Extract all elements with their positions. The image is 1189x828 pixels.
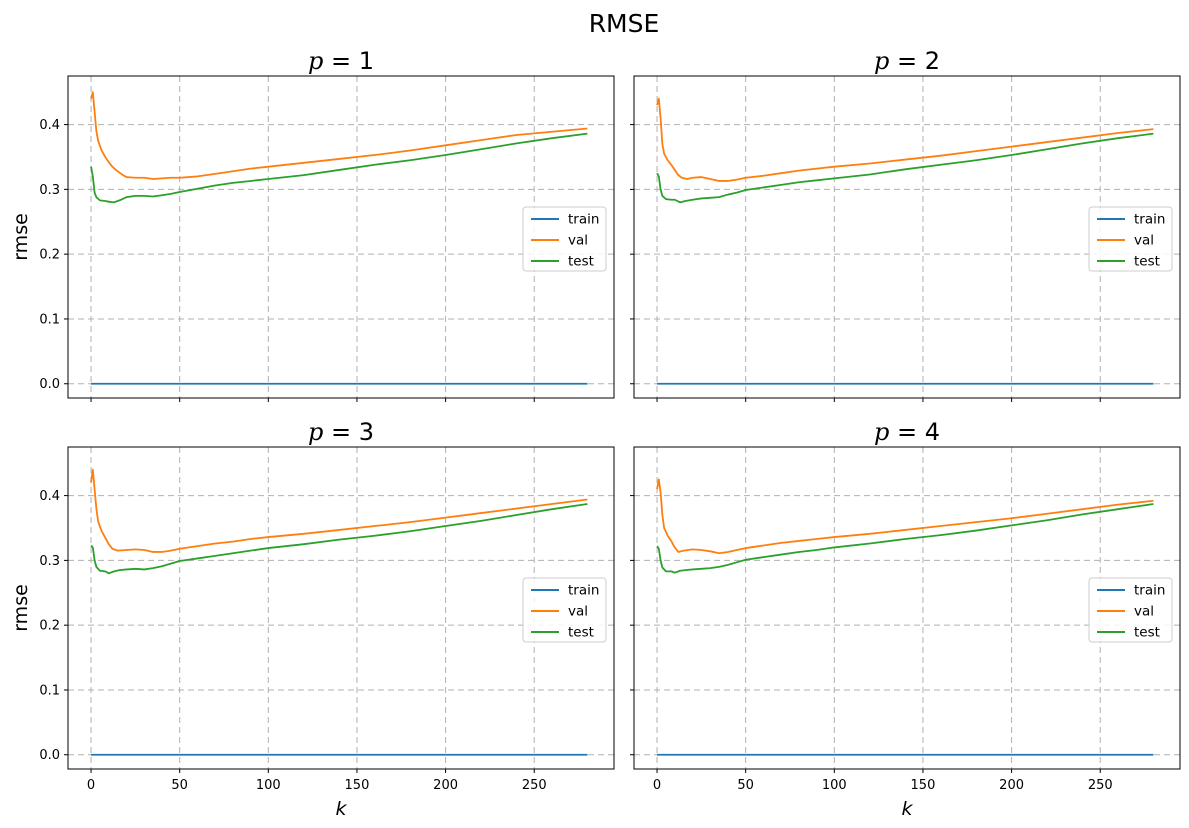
y-tick-label: 0.1 [39, 683, 60, 698]
legend-box [1088, 577, 1173, 643]
legend-label-val: val [568, 233, 588, 249]
subplot-3: 0 50 100 150 200 250 0.0 0.1 0.2 0.3 0.4 p = 3 rmse k… [10, 418, 615, 820]
legend-box [522, 577, 607, 643]
subplot-title: p = 4 [874, 418, 940, 446]
x-tick-label: 150 [345, 778, 370, 793]
axes-frame [633, 446, 1181, 770]
axes-frame [67, 446, 615, 770]
x-axis-label: k [335, 798, 347, 820]
x-tick-label: 0 [653, 778, 661, 793]
subplot-2: p = 2 train val test [630, 47, 1181, 402]
legend-label-val: val [568, 604, 588, 620]
legend-label-test: test [568, 254, 594, 270]
y-axis-label: rmse [10, 213, 32, 261]
legend-label-train: train [568, 583, 599, 599]
legend-label-val: val [1134, 233, 1154, 249]
series-line-val [90, 468, 588, 553]
x-tick-label: 200 [433, 778, 458, 793]
legend: train val test [522, 206, 607, 272]
x-axis-label: k [901, 798, 913, 820]
legend-label-train: train [1134, 583, 1165, 599]
series-line-val [656, 97, 1154, 182]
subplot-4: 0 50 100 150 200 250 p = 4 k train val test [630, 418, 1181, 820]
y-tick-label: 0.3 [39, 183, 60, 198]
legend: train val test [1088, 577, 1173, 643]
legend-label-test: test [1134, 254, 1160, 270]
legend-label-train: train [1134, 212, 1165, 228]
x-tick-label: 100 [822, 778, 847, 793]
x-tick-label: 50 [171, 778, 188, 793]
y-tick-label: 0.4 [39, 118, 60, 133]
series-line-test [90, 132, 588, 204]
legend-box [522, 206, 607, 272]
legend: train val test [1088, 206, 1173, 272]
y-tick-label: 0.2 [39, 248, 60, 263]
x-tick-label: 150 [911, 778, 936, 793]
x-tick-label: 100 [256, 778, 281, 793]
figure-suptitle: RMSE [589, 9, 660, 38]
y-tick-label: 0.1 [39, 312, 60, 327]
series-line-test [90, 503, 588, 575]
y-tick-label: 0.2 [39, 619, 60, 634]
subplot-title: p = 3 [308, 418, 374, 446]
subplot-title: p = 1 [308, 47, 374, 75]
series-line-val [656, 478, 1154, 555]
legend-label-val: val [1134, 604, 1154, 620]
legend-label-test: test [1134, 625, 1160, 641]
axes-frame [67, 75, 615, 399]
series-line-test [656, 132, 1154, 204]
legend-label-test: test [568, 625, 594, 641]
series-line-test [656, 503, 1154, 574]
legend-box [1088, 206, 1173, 272]
axes-frame [633, 75, 1181, 399]
y-tick-label: 0.3 [39, 554, 60, 569]
legend: train val test [522, 577, 607, 643]
subplot-1: 0.0 0.1 0.2 0.3 0.4 p = 1 rmse train val test [10, 47, 615, 402]
x-tick-label: 250 [1088, 778, 1113, 793]
x-tick-label: 0 [87, 778, 95, 793]
legend-label-train: train [568, 212, 599, 228]
y-tick-label: 0.0 [39, 748, 60, 763]
subplot-title: p = 2 [874, 47, 940, 75]
x-tick-label: 200 [999, 778, 1024, 793]
y-tick-label: 0.0 [39, 377, 60, 392]
y-tick-label: 0.4 [39, 489, 60, 504]
y-axis-label: rmse [10, 584, 32, 632]
x-tick-label: 250 [522, 778, 547, 793]
series-line-val [90, 91, 588, 180]
x-tick-label: 50 [737, 778, 754, 793]
